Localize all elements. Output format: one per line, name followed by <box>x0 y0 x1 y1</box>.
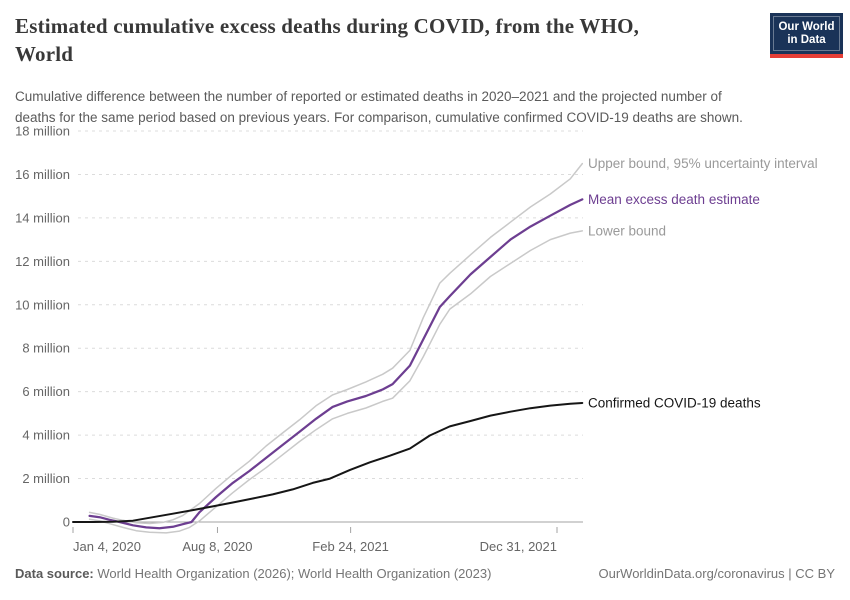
chart-subtitle: Cumulative difference between the number… <box>15 86 837 128</box>
owid-logo: Our World in Data <box>770 13 843 58</box>
data-source-label: Data source: <box>15 566 94 581</box>
data-source: Data source: World Health Organization (… <box>15 566 491 581</box>
chart-subtitle-line1: Cumulative difference between the number… <box>15 89 722 104</box>
page-title: Estimated cumulative excess deaths durin… <box>15 12 755 68</box>
y-axis-tick-label: 0 <box>63 515 70 530</box>
x-axis-tick-label: Jan 4, 2020 <box>73 539 141 554</box>
chart-footer: Data source: World Health Organization (… <box>15 566 835 581</box>
series-label-upper-bound: Upper bound, 95% uncertainty interval <box>588 156 818 171</box>
credit-link[interactable]: OurWorldinData.org/coronavirus | CC BY <box>598 566 835 581</box>
series-line-lower-bound <box>88 230 584 534</box>
y-axis-tick-label: 18 million <box>15 124 70 139</box>
y-axis-tick-label: 16 million <box>15 167 70 182</box>
x-axis-tick-label: Feb 24, 2021 <box>312 539 389 554</box>
y-axis-tick-label: 6 million <box>22 384 70 399</box>
owid-logo-inner: Our World in Data <box>773 16 840 51</box>
y-axis-tick-label: 10 million <box>15 297 70 312</box>
data-source-text: World Health Organization (2026); World … <box>93 566 492 581</box>
y-axis-tick-label: 4 million <box>22 428 70 443</box>
owid-logo-text-line2: in Data <box>787 33 826 46</box>
x-axis-tick-label: Aug 8, 2020 <box>182 539 252 554</box>
page-title-line2: World <box>15 42 74 66</box>
series-line-upper-bound <box>88 162 584 525</box>
y-axis-tick-label: 12 million <box>15 254 70 269</box>
series-line-confirmed-deaths <box>72 402 584 523</box>
series-label-lower-bound: Lower bound <box>588 223 666 238</box>
owid-logo-text-line1: Our World <box>778 20 835 33</box>
y-axis-tick-label: 8 million <box>22 341 70 356</box>
series-label-mean-excess-deaths: Mean excess death estimate <box>588 192 760 207</box>
x-axis-tick-label: Dec 31, 2021 <box>480 539 557 554</box>
series-label-confirmed-deaths: Confirmed COVID-19 deaths <box>588 395 761 410</box>
y-axis-tick-label: 2 million <box>22 471 70 486</box>
page-title-line1: Estimated cumulative excess deaths durin… <box>15 14 640 38</box>
chart-subtitle-line2: deaths for the same period based on prev… <box>15 110 743 125</box>
series-line-mean-excess-deaths <box>88 198 584 530</box>
y-axis-tick-label: 14 million <box>15 210 70 225</box>
